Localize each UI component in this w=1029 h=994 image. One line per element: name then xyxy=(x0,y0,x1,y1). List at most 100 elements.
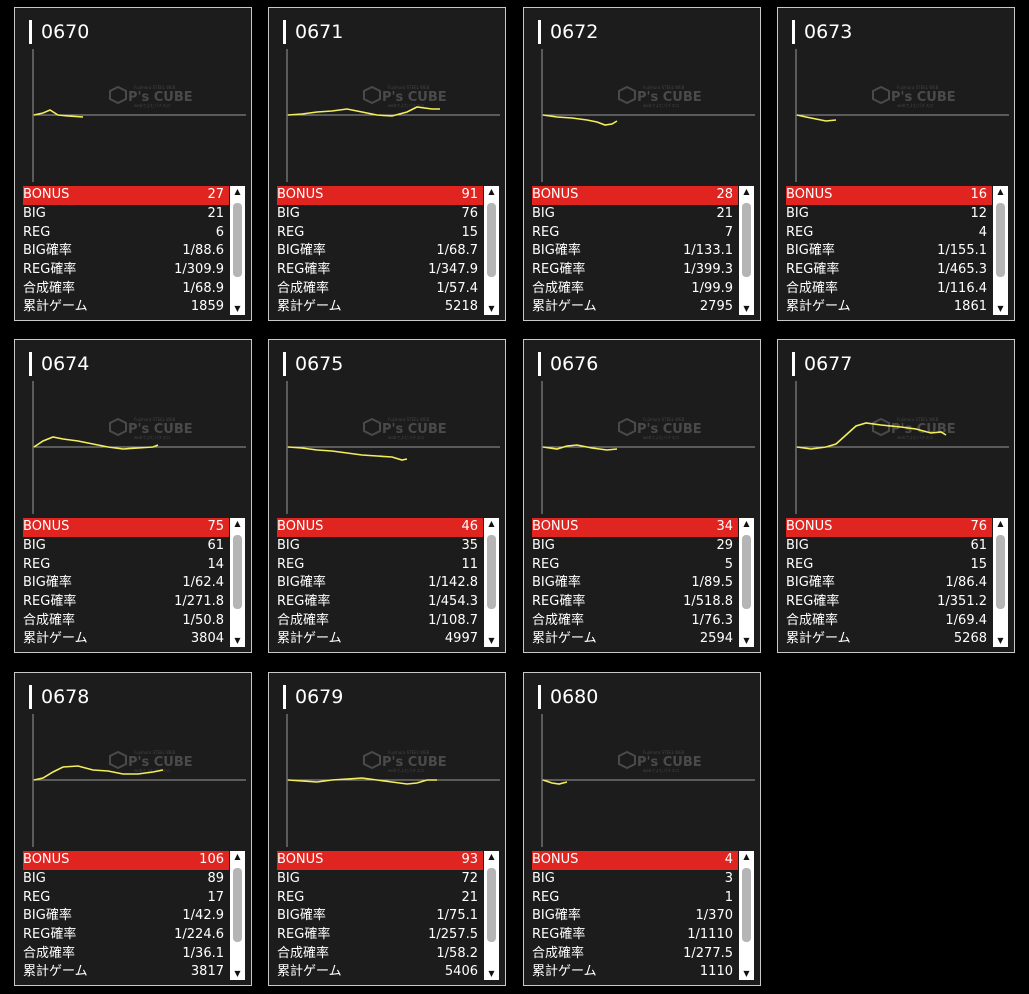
scroll-up-icon[interactable]: ▲ xyxy=(743,852,750,861)
scrollbar[interactable]: ▲ ▼ xyxy=(739,518,754,647)
scroll-up-icon[interactable]: ▲ xyxy=(234,852,241,861)
big-prob-row: BIG確率 1/75.1 xyxy=(277,907,483,926)
scrollbar[interactable]: ▲ ▼ xyxy=(739,851,754,980)
scroll-up-icon[interactable]: ▲ xyxy=(743,519,750,528)
reg-prob-label: REG確率 xyxy=(532,262,586,278)
logo-sub: webでよむパチスロ xyxy=(643,434,679,440)
scroll-up-icon[interactable]: ▲ xyxy=(488,187,495,196)
bonus-row: BONUS 4 xyxy=(532,851,738,870)
scrollbar[interactable]: ▲ ▼ xyxy=(230,518,245,647)
bonus-row: BONUS 106 xyxy=(23,851,229,870)
scroll-down-icon[interactable]: ▼ xyxy=(997,304,1004,313)
reg-label: REG xyxy=(786,224,814,240)
scroll-up-icon[interactable]: ▲ xyxy=(488,852,495,861)
machine-card[interactable]: 0678 P's CUBE Fujimura STEEL WEB webでよむパチス… xyxy=(14,672,252,986)
scrollbar[interactable]: ▲ ▼ xyxy=(484,851,499,980)
machine-card[interactable]: 0679 P's CUBE Fujimura STEEL WEB webでよむパチス… xyxy=(268,672,506,986)
reg-label: REG xyxy=(532,889,560,905)
bonus-row: BONUS 46 xyxy=(277,518,483,537)
logo-tagline: Fujimura STEEL WEB xyxy=(643,750,685,755)
scroll-thumb[interactable] xyxy=(742,203,751,277)
scroll-down-icon[interactable]: ▼ xyxy=(488,969,495,978)
reg-prob-row: REG確率 1/465.3 xyxy=(786,261,992,280)
scroll-up-icon[interactable]: ▲ xyxy=(488,519,495,528)
scroll-down-icon[interactable]: ▼ xyxy=(234,636,241,645)
scrollbar[interactable]: ▲ ▼ xyxy=(993,518,1008,647)
big-count: 61 xyxy=(207,538,224,554)
big-label: BIG xyxy=(23,206,46,222)
scroll-up-icon[interactable]: ▲ xyxy=(997,519,1004,528)
scroll-thumb[interactable] xyxy=(487,868,496,942)
machine-card[interactable]: 0674 P's CUBE Fujimura STEEL WEB webでよむパチス… xyxy=(14,339,252,653)
machine-card[interactable]: 0676 P's CUBE Fujimura STEEL WEB webでよむパチス… xyxy=(523,339,761,653)
big-row: BIG 35 xyxy=(277,537,483,556)
logo-tagline: Fujimura STEEL WEB xyxy=(643,85,685,90)
reg-prob-row: REG確率 1/454.3 xyxy=(277,593,483,612)
scroll-down-icon[interactable]: ▼ xyxy=(743,969,750,978)
scrollbar[interactable]: ▲ ▼ xyxy=(484,186,499,315)
big-row: BIG 61 xyxy=(786,537,992,556)
machine-card[interactable]: 0672 P's CUBE Fujimura STEEL WEB webでよむパチス… xyxy=(523,7,761,321)
machine-card[interactable]: 0680 P's CUBE Fujimura STEEL WEB webでよむパチス… xyxy=(523,672,761,986)
big-count: 89 xyxy=(207,871,224,887)
games-label: 累計ゲーム xyxy=(277,299,342,315)
machine-card[interactable]: 0671 P's CUBE Fujimura STEEL WEB webでよむパチス… xyxy=(268,7,506,321)
big-prob-label: BIG確率 xyxy=(277,575,326,591)
total-prob-value: 1/116.4 xyxy=(937,280,987,296)
scroll-down-icon[interactable]: ▼ xyxy=(997,636,1004,645)
scroll-thumb[interactable] xyxy=(742,868,751,942)
machine-card[interactable]: 0675 P's CUBE Fujimura STEEL WEB webでよむパチス… xyxy=(268,339,506,653)
big-row: BIG 89 xyxy=(23,870,229,889)
reg-prob-value: 1/309.9 xyxy=(174,262,224,278)
big-prob-label: BIG確率 xyxy=(786,243,835,259)
reg-prob-value: 1/465.3 xyxy=(937,262,987,278)
scroll-thumb[interactable] xyxy=(487,535,496,609)
machine-card[interactable]: 0670 P's CUBE Fujimura STEEL WEB webでよむパチス… xyxy=(14,7,252,321)
scrollbar[interactable]: ▲ ▼ xyxy=(230,186,245,315)
slump-line xyxy=(542,114,618,126)
scroll-thumb[interactable] xyxy=(487,203,496,277)
machine-card[interactable]: 0673 P's CUBE Fujimura STEEL WEB webでよむパチス… xyxy=(777,7,1015,321)
scroll-thumb[interactable] xyxy=(996,535,1005,609)
logo-tagline: Fujimura STEEL WEB xyxy=(134,750,176,755)
scrollbar[interactable]: ▲ ▼ xyxy=(230,851,245,980)
stats-table: BONUS 16 BIG 12 REG 4 BIG確率 1/155.1 REG確率 1/4… xyxy=(786,186,992,317)
total-prob-row: 合成確率 1/50.8 xyxy=(23,611,229,630)
logo-tagline: Fujimura STEEL WEB xyxy=(897,85,939,90)
scrollbar[interactable]: ▲ ▼ xyxy=(993,186,1008,315)
big-label: BIG xyxy=(532,206,555,222)
scroll-down-icon[interactable]: ▼ xyxy=(743,636,750,645)
scroll-thumb[interactable] xyxy=(996,203,1005,277)
logo-sub: webでよむパチスロ xyxy=(388,102,424,108)
scroll-up-icon[interactable]: ▲ xyxy=(234,519,241,528)
scroll-down-icon[interactable]: ▼ xyxy=(488,304,495,313)
scroll-thumb[interactable] xyxy=(233,535,242,609)
reg-prob-value: 1/1110 xyxy=(687,927,733,943)
scroll-thumb[interactable] xyxy=(742,535,751,609)
scroll-up-icon[interactable]: ▲ xyxy=(234,187,241,196)
scroll-thumb[interactable] xyxy=(233,868,242,942)
logo-tagline: Fujimura STEEL WEB xyxy=(134,85,176,90)
scroll-thumb[interactable] xyxy=(233,203,242,277)
scroll-up-icon[interactable]: ▲ xyxy=(743,187,750,196)
bonus-count: 106 xyxy=(199,852,224,868)
scrollbar[interactable]: ▲ ▼ xyxy=(739,186,754,315)
games-label: 累計ゲーム xyxy=(786,631,851,647)
scrollbar[interactable]: ▲ ▼ xyxy=(484,518,499,647)
big-prob-value: 1/86.4 xyxy=(945,575,987,591)
scroll-down-icon[interactable]: ▼ xyxy=(488,636,495,645)
slump-line xyxy=(33,436,159,450)
logo-text: P's CUBE xyxy=(128,422,193,437)
scroll-down-icon[interactable]: ▼ xyxy=(743,304,750,313)
big-prob-row: BIG確率 1/155.1 xyxy=(786,242,992,261)
scroll-down-icon[interactable]: ▼ xyxy=(234,969,241,978)
scroll-down-icon[interactable]: ▼ xyxy=(234,304,241,313)
machine-card[interactable]: 0677 P's CUBE Fujimura STEEL WEB webでよむパチス… xyxy=(777,339,1015,653)
scroll-up-icon[interactable]: ▲ xyxy=(997,187,1004,196)
bonus-label: BONUS xyxy=(23,852,70,868)
